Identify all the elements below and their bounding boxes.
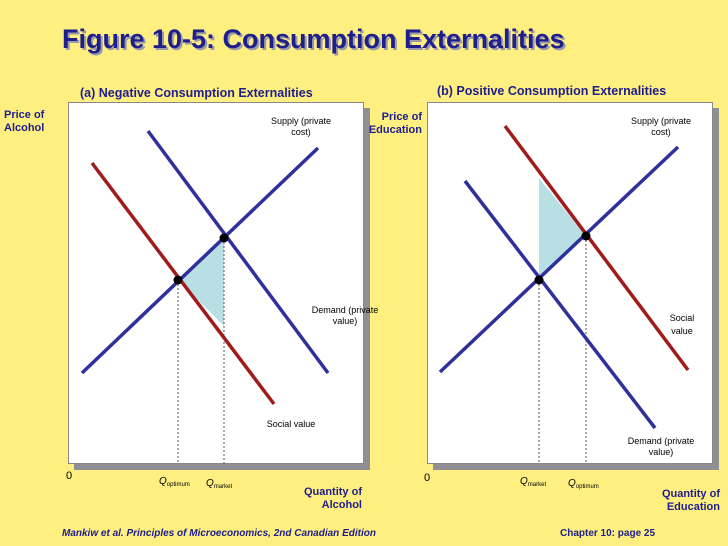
- panel-b-q-optimum-main: Q: [568, 478, 576, 489]
- panel-b-title: (b) Positive Consumption Externalities: [437, 84, 667, 98]
- panel-a-supply-label-line1: Supply (private: [270, 116, 332, 126]
- panel-a-x-axis-label: Quantity of Alcohol: [296, 486, 362, 512]
- panel-b-q-market-sub: market: [527, 482, 547, 488]
- panel-b-x-axis-label: Quantity of Education: [646, 488, 720, 514]
- panel-a-demand-curve: [146, 129, 330, 375]
- footer-citation: Mankiw et al. Principles of Microeconomi…: [62, 528, 376, 539]
- panel-b-demand-label-line2: value): [648, 447, 674, 457]
- panel-a-supply-curve: [80, 146, 320, 375]
- panel-a-q-optimum-main: Q: [159, 476, 167, 487]
- panel-a-origin: 0: [66, 470, 73, 482]
- panel-a-q-market-main: Q: [206, 478, 214, 489]
- panel-a-q-optimum-label: Qoptimum: [159, 476, 190, 488]
- panel-b-social-value-label: Social value: [658, 312, 706, 338]
- panel-b-q-market-main: Q: [520, 476, 528, 487]
- panel-b-origin: 0: [424, 472, 431, 484]
- panel-a-supply-label-line2: cost): [291, 127, 311, 137]
- panel-a-demand-label-line1: Demand (private: [311, 305, 379, 315]
- panel-b-y-axis-label: Price of Education: [360, 111, 422, 137]
- panel-b-supply-label-line1: Supply (private: [630, 116, 692, 126]
- panel-a-title: (a) Negative Consumption Externalities: [80, 86, 313, 100]
- panel-b-optimum-point: [581, 231, 591, 241]
- panel-b-social-value-curve: [503, 124, 690, 372]
- panel-a-y-axis-label: Price of Alcohol: [4, 109, 44, 135]
- panel-a-supply-label: Supply (private cost): [258, 116, 344, 138]
- panel-a-social-value-curve: [90, 161, 276, 406]
- panel-b-demand-label-line1: Demand (private: [627, 436, 695, 446]
- panel-b-social-label-line1: Social: [669, 313, 695, 323]
- panel-b-demand-curve: [463, 179, 657, 430]
- panel-a-y-label-line1: Price of: [4, 109, 45, 121]
- panel-a-q-market-label: Qmarket: [206, 478, 232, 490]
- panel-a-optimum-point: [173, 275, 183, 285]
- panel-a-y-label-line2: Alcohol: [4, 122, 45, 134]
- page-title: Figure 10-5: Consumption Externalities: [62, 24, 565, 54]
- panel-b-supply-label: Supply (private cost): [618, 116, 704, 138]
- panel-a-x-label-line2: Alcohol: [321, 499, 362, 511]
- panel-b-x-label-line2: Education: [666, 501, 720, 513]
- panel-b-y-label-line1: Price of: [381, 111, 422, 123]
- panel-b-deadweight-triangle: [539, 178, 586, 280]
- panel-a-q-optimum-sub: optimum: [166, 482, 190, 488]
- panel-a-demand-label: Demand (private value): [302, 305, 388, 327]
- panel-b-supply-curve: [438, 145, 680, 374]
- panel-a-deadweight-triangle: [178, 238, 224, 326]
- panel-b-q-market-label: Qmarket: [520, 476, 546, 488]
- panel-b-y-label-line2: Education: [368, 124, 422, 136]
- panel-a-social-value-label: Social value: [266, 419, 316, 429]
- panel-b-market-point: [534, 275, 544, 285]
- panel-b-q-optimum-sub: optimum: [575, 484, 599, 490]
- panel-b-plot: [427, 102, 713, 464]
- panel-a-q-market-sub: market: [213, 484, 233, 490]
- panel-b-q-optimum-label: Qoptimum: [568, 478, 599, 490]
- panel-a-x-label-line1: Quantity of: [303, 486, 362, 498]
- panel-a-demand-label-line2: value): [332, 316, 358, 326]
- footer-page: Chapter 10: page 25: [560, 528, 656, 539]
- panel-b-demand-label: Demand (private value): [618, 436, 704, 458]
- panel-a-market-point: [219, 233, 229, 243]
- panel-b-x-label-line1: Quantity of: [661, 488, 720, 500]
- panel-b-social-label-line2: value: [671, 326, 693, 336]
- panel-b-supply-label-line2: cost): [651, 127, 671, 137]
